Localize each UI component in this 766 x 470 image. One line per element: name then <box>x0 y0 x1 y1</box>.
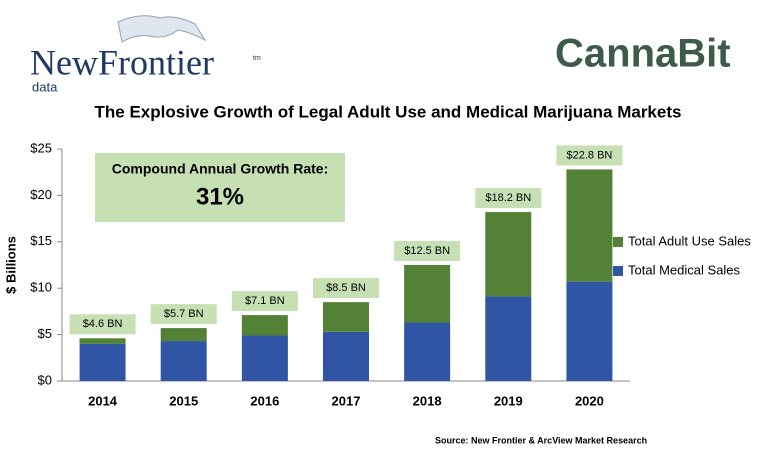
total-label: $18.2 BN <box>485 192 531 204</box>
total-label-box <box>475 188 542 209</box>
bar-segment <box>485 296 532 381</box>
x-tick-label: 2014 <box>88 393 118 408</box>
annotation-box <box>95 153 345 222</box>
legend-swatch <box>613 237 623 247</box>
bar-segment <box>160 341 207 381</box>
y-axis-label: $ Billions <box>3 236 18 294</box>
x-tick-label: 2015 <box>169 393 198 408</box>
bar-segment <box>485 212 532 297</box>
bar-segment <box>160 328 207 342</box>
total-label-box <box>313 278 379 299</box>
bar-segment <box>566 281 613 381</box>
bar-segment <box>404 265 451 323</box>
total-label-box <box>231 291 298 312</box>
x-tick-label: 2017 <box>332 393 361 408</box>
annotation-text: Compound Annual Growth Rate: <box>112 161 328 177</box>
total-label: $12.5 BN <box>404 245 450 257</box>
logo-left: NewFrontier <box>30 42 214 82</box>
chart-title: The Explosive Growth of Legal Adult Use … <box>95 102 682 121</box>
bar-segment <box>241 335 288 381</box>
legend-swatch <box>613 266 623 276</box>
y-tick-label: $5 <box>38 326 52 341</box>
logo-right: CannaBit <box>555 32 731 76</box>
total-label-box <box>150 304 217 325</box>
bar-segment <box>323 302 369 332</box>
total-label: $4.6 BN <box>83 318 123 330</box>
total-label: $5.7 BN <box>164 308 204 320</box>
y-tick-label: $0 <box>38 372 52 387</box>
logo-horse <box>117 15 207 43</box>
bar-segment <box>404 322 451 381</box>
bar-segment <box>323 331 369 381</box>
y-tick-label: $25 <box>30 140 52 155</box>
annotation-value: 31% <box>196 183 244 210</box>
y-tick-label: $20 <box>30 187 52 202</box>
total-label: $22.8 BN <box>566 149 612 161</box>
total-label-box <box>394 241 461 261</box>
total-label-box <box>69 314 136 335</box>
x-tick-label: 2019 <box>494 393 523 408</box>
y-tick-label: $15 <box>30 233 52 248</box>
legend-label: Total Medical Sales <box>628 262 740 277</box>
total-label: $7.1 BN <box>245 295 285 307</box>
y-tick-label: $10 <box>30 280 52 295</box>
bar-segment <box>241 315 288 336</box>
legend-label: Total Adult Use Sales <box>628 233 751 248</box>
total-label: $8.5 BN <box>326 282 366 294</box>
x-tick-label: 2016 <box>250 393 279 408</box>
bar-segment <box>566 169 613 282</box>
x-tick-label: 2020 <box>575 393 604 408</box>
source: Source: New Frontier & ArcView Market Re… <box>435 435 647 445</box>
x-tick-label: 2018 <box>413 393 442 408</box>
bar-segment <box>79 338 126 344</box>
total-label-box <box>556 145 623 166</box>
bar-segment <box>79 343 126 381</box>
logo-tm: tm <box>253 55 261 62</box>
logo-sub: data <box>32 79 58 94</box>
